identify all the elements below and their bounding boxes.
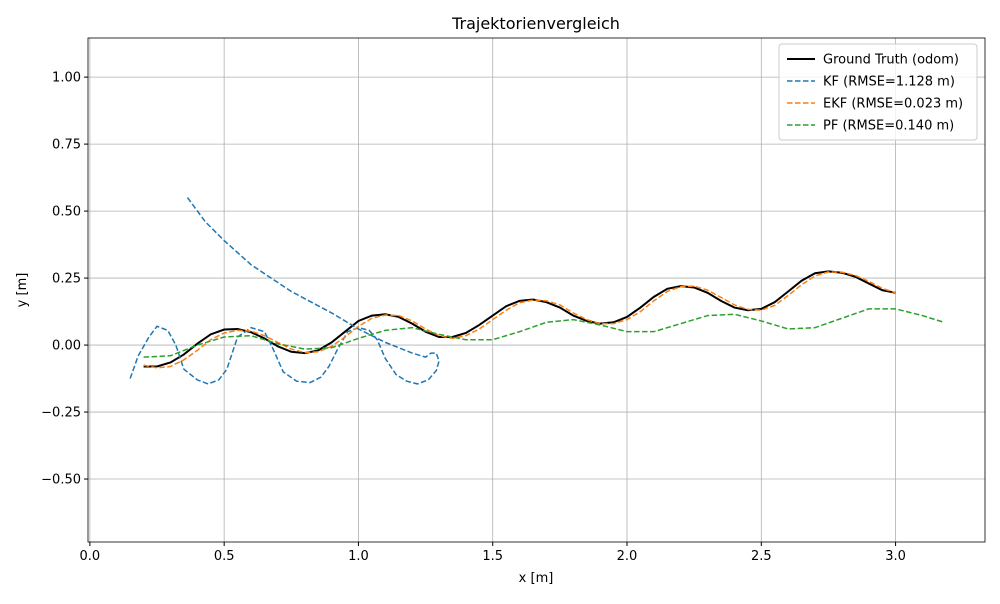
y-tick-label: 0.75: [52, 138, 81, 153]
y-tick-label: 0.25: [52, 272, 81, 287]
series-line: [129, 195, 440, 385]
x-axis-label: x [m]: [519, 571, 554, 586]
legend-label: Ground Truth (odom): [823, 53, 959, 68]
chart-title: Trajektorienvergleich: [451, 14, 620, 33]
x-tick-label: 3.0: [885, 549, 906, 564]
legend-label: EKF (RMSE=0.023 m): [823, 97, 963, 112]
plot-frame: [87, 37, 986, 543]
x-tick-label: 2.0: [617, 549, 638, 564]
x-tick-label: 1.0: [348, 549, 369, 564]
y-tick-label: −0.25: [41, 406, 81, 421]
legend-label: KF (RMSE=1.128 m): [823, 75, 955, 90]
series-line: [143, 308, 945, 358]
y-tick-label: 0.50: [52, 205, 81, 220]
legend-box: [778, 43, 978, 141]
x-tick-label: 1.5: [482, 549, 503, 564]
x-tick-label: 2.5: [751, 549, 772, 564]
y-tick-label: 1.00: [52, 71, 81, 86]
y-axis-label: y [m]: [15, 273, 30, 308]
y-tick-label: −0.50: [41, 473, 81, 488]
x-tick-label: 0.0: [80, 549, 101, 564]
legend-label: PF (RMSE=0.140 m): [823, 119, 954, 134]
x-tick-label: 0.5: [214, 549, 235, 564]
y-tick-label: 0.00: [52, 339, 81, 354]
series-line: [143, 271, 896, 369]
